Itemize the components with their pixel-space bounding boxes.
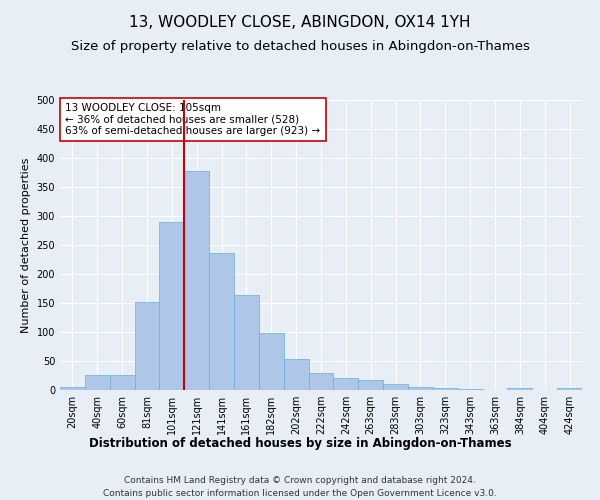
Text: 13 WOODLEY CLOSE: 105sqm
← 36% of detached houses are smaller (528)
63% of semi-: 13 WOODLEY CLOSE: 105sqm ← 36% of detach… bbox=[65, 103, 320, 136]
Bar bbox=[334, 378, 358, 390]
Bar bbox=[110, 375, 134, 390]
Bar bbox=[508, 388, 532, 390]
Text: Distribution of detached houses by size in Abingdon-on-Thames: Distribution of detached houses by size … bbox=[89, 438, 511, 450]
Bar bbox=[234, 296, 259, 390]
Bar bbox=[160, 222, 184, 390]
Bar bbox=[383, 384, 408, 390]
Bar bbox=[284, 358, 308, 390]
Bar bbox=[134, 302, 160, 390]
Y-axis label: Number of detached properties: Number of detached properties bbox=[21, 158, 31, 332]
Text: Size of property relative to detached houses in Abingdon-on-Thames: Size of property relative to detached ho… bbox=[71, 40, 529, 53]
Bar bbox=[209, 253, 234, 390]
Bar bbox=[85, 375, 110, 390]
Bar bbox=[358, 380, 383, 390]
Text: Contains HM Land Registry data © Crown copyright and database right 2024.
Contai: Contains HM Land Registry data © Crown c… bbox=[103, 476, 497, 498]
Bar bbox=[557, 388, 582, 390]
Bar bbox=[184, 171, 209, 390]
Bar bbox=[259, 332, 284, 390]
Bar bbox=[408, 387, 433, 390]
Bar bbox=[433, 388, 458, 390]
Text: 13, WOODLEY CLOSE, ABINGDON, OX14 1YH: 13, WOODLEY CLOSE, ABINGDON, OX14 1YH bbox=[129, 15, 471, 30]
Bar bbox=[308, 372, 334, 390]
Bar bbox=[60, 386, 85, 390]
